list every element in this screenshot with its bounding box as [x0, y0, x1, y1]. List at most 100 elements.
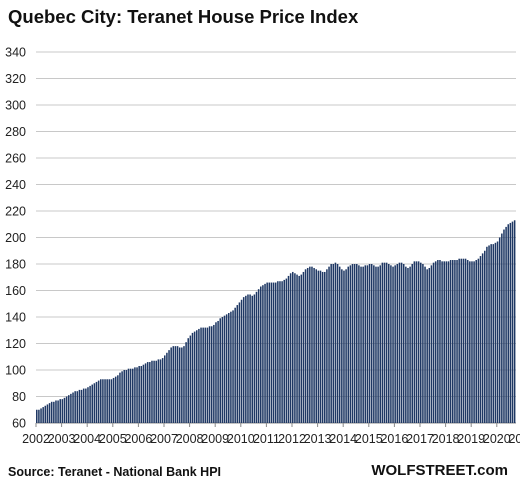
- bar: [138, 366, 140, 423]
- bar: [42, 407, 44, 423]
- bar: [309, 266, 311, 423]
- y-tick-label: 140: [5, 311, 26, 325]
- bar: [153, 360, 155, 423]
- bar: [106, 379, 108, 423]
- bar: [80, 389, 83, 424]
- bar: [398, 262, 401, 423]
- x-tick-label: 2005: [99, 432, 127, 446]
- bar: [360, 266, 362, 423]
- bar: [368, 264, 371, 423]
- bar: [511, 221, 514, 423]
- bar: [53, 401, 55, 423]
- bar: [74, 391, 76, 423]
- bar: [262, 285, 264, 423]
- bar: [422, 264, 424, 423]
- bar: [400, 262, 403, 423]
- bar: [375, 266, 377, 423]
- bar: [65, 396, 68, 423]
- bar: [424, 266, 426, 423]
- bar: [170, 347, 172, 423]
- y-tick-label: 300: [5, 99, 26, 113]
- bar: [283, 279, 286, 423]
- x-tick-label: 2016: [380, 432, 408, 446]
- bar: [112, 377, 115, 423]
- bar: [270, 282, 273, 423]
- bar: [452, 260, 454, 423]
- bar: [240, 299, 243, 423]
- bar: [370, 264, 373, 423]
- bar: [324, 271, 326, 423]
- bar: [85, 388, 87, 423]
- bar: [217, 320, 219, 423]
- bar: [277, 281, 279, 423]
- x-tick-label: 2008: [176, 432, 204, 446]
- bar: [249, 294, 251, 423]
- bar: [445, 261, 448, 423]
- bar: [449, 260, 452, 423]
- bar: [274, 282, 277, 423]
- bar: [253, 294, 256, 423]
- bar: [268, 282, 271, 423]
- bar: [464, 258, 467, 423]
- bar: [334, 262, 337, 423]
- bar: [473, 261, 475, 423]
- bar: [279, 281, 281, 423]
- x-tick-label: 2006: [124, 432, 152, 446]
- bar: [234, 307, 236, 423]
- x-tick-label: 2017: [406, 432, 434, 446]
- bar: [496, 241, 499, 423]
- bar: [347, 266, 350, 423]
- bar: [341, 269, 343, 423]
- bar: [264, 283, 266, 424]
- bar: [260, 286, 262, 423]
- bar: [405, 266, 407, 423]
- bar: [345, 269, 347, 423]
- y-tick-label: 160: [5, 284, 26, 298]
- bar: [50, 401, 53, 423]
- bar: [432, 262, 435, 423]
- y-tick-label: 240: [5, 178, 26, 192]
- bar: [144, 363, 147, 424]
- bar: [319, 270, 322, 424]
- bar: [332, 264, 335, 423]
- bar: [225, 314, 228, 423]
- bar: [417, 261, 420, 423]
- bar: [36, 409, 38, 423]
- bar: [373, 265, 375, 423]
- bar: [151, 360, 153, 423]
- bar: [394, 265, 396, 423]
- bar: [302, 271, 305, 423]
- x-tick-label: 2015: [355, 432, 383, 446]
- bar: [294, 273, 296, 423]
- y-tick-label: 100: [5, 364, 26, 378]
- chart-title: Quebec City: Teranet House Price Index: [8, 6, 359, 27]
- bar: [136, 367, 138, 423]
- bar: [430, 265, 433, 423]
- bar: [174, 346, 177, 423]
- bar: [196, 330, 198, 423]
- x-axis-ticks: 2002200320042005200620072008200920102011…: [22, 423, 520, 446]
- bar: [95, 381, 98, 423]
- bar: [458, 258, 460, 423]
- bar: [110, 379, 113, 423]
- x-tick-label: 2004: [73, 432, 101, 446]
- bar: [428, 267, 431, 423]
- bar: [490, 244, 492, 424]
- bar: [251, 295, 254, 423]
- bar: [97, 380, 100, 423]
- bar: [213, 324, 215, 423]
- x-tick-label: 2014: [329, 432, 357, 446]
- bar: [247, 294, 249, 423]
- bar: [76, 391, 79, 423]
- bar: [390, 265, 392, 423]
- bar: [157, 359, 160, 423]
- x-tick-label: 2010: [227, 432, 255, 446]
- bar: [379, 265, 382, 423]
- bar: [48, 403, 51, 424]
- bar: [119, 372, 121, 423]
- bar: [146, 362, 149, 423]
- y-tick-label: 200: [5, 231, 26, 245]
- bar: [89, 385, 91, 423]
- bar: [503, 229, 505, 423]
- x-tick-label: 2019: [457, 432, 485, 446]
